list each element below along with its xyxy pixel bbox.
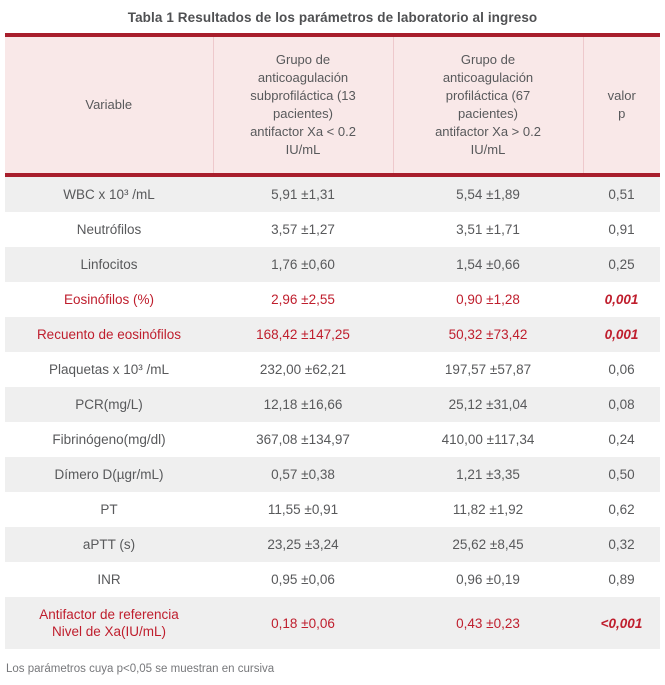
prophylactic-value-cell: 5,54 ±1,89 [456, 187, 520, 202]
variable-cell: Fibrinógeno(mg/dl) [52, 432, 166, 447]
prophylactic-value-cell: 11,82 ±1,92 [452, 502, 524, 517]
subprophylactic-value-cell: 367,08 ±134,97 [256, 432, 350, 447]
p-value-cell: 0,32 [608, 537, 635, 552]
p-value-cell: 0,91 [608, 222, 635, 237]
table-row: Eosinófilos (%) 2,96 ±2,55 0,90 ±1,28 0,… [5, 282, 660, 317]
subprophylactic-value-cell: 2,96 ±2,55 [271, 292, 335, 307]
prophylactic-value-cell: 0,43 ±0,23 [456, 615, 520, 631]
table-row: INR 0,95 ±0,06 0,96 ±0,19 0,89 [5, 562, 660, 597]
table-row: Fibrinógeno(mg/dl) 367,08 ±134,97 410,00… [5, 422, 660, 457]
table-row: aPTT (s) 23,25 ±3,24 25,62 ±8,45 0,32 [5, 527, 660, 562]
subprophylactic-value-cell: 23,25 ±3,24 [267, 537, 339, 552]
variable-cell: Antifactor de referencia Nivel de Xa(IU/… [39, 607, 179, 639]
table-footnote: Los parámetros cuya p<0,05 se muestran e… [6, 663, 275, 675]
table-row: Linfocitos 1,76 ±0,60 1,54 ±0,66 0,25 [5, 247, 660, 282]
table-header: Variable Grupo de anticoagulación subpro… [5, 35, 660, 175]
variable-cell: PCR(mg/L) [75, 397, 143, 412]
prophylactic-value-cell: 25,62 ±8,45 [452, 537, 524, 552]
variable-cell: Plaquetas x 10³ /mL [48, 362, 170, 377]
subprophylactic-value-cell: 11,55 ±0,91 [267, 502, 339, 517]
subprophylactic-value-cell: 0,95 ±0,06 [271, 572, 335, 587]
p-value-cell: 0,89 [608, 572, 635, 587]
prophylactic-value-cell: 3,51 ±1,71 [456, 222, 520, 237]
table-row: WBC x 10³ /mL 5,91 ±1,31 5,54 ±1,89 0,51 [5, 175, 660, 212]
table-row: Plaquetas x 10³ /mL 232,00 ±62,21 197,57… [5, 352, 660, 387]
prophylactic-value-cell: 0,90 ±1,28 [456, 292, 520, 307]
prophylactic-value-cell: 197,57 ±57,87 [444, 362, 532, 377]
header-prophylactic-group: Grupo de anticoagulación profiláctica (6… [392, 35, 583, 175]
table-row: Dímero D(µgr/mL) 0,57 ±0,38 1,21 ±3,35 0… [5, 457, 660, 492]
p-value-cell: <0,001 [600, 615, 643, 631]
prophylactic-value-cell: 1,21 ±3,35 [456, 467, 520, 482]
variable-cell: Eosinófilos (%) [63, 292, 155, 307]
p-value-cell: 0,62 [608, 502, 635, 517]
header-row: Variable Grupo de anticoagulación subpro… [5, 35, 660, 175]
table-row: Neutrófilos 3,57 ±1,27 3,51 ±1,71 0,91 [5, 212, 660, 247]
p-value-cell: 0,51 [608, 187, 635, 202]
header-p-value: valor p [582, 35, 660, 175]
p-value-cell: 0,08 [608, 397, 635, 412]
table-body: WBC x 10³ /mL 5,91 ±1,31 5,54 ±1,89 0,51… [5, 175, 660, 649]
p-value-cell: 0,06 [608, 362, 635, 377]
subprophylactic-value-cell: 5,91 ±1,31 [271, 187, 335, 202]
table-row: PT 11,55 ±0,91 11,82 ±1,92 0,62 [5, 492, 660, 527]
lab-results-table: Variable Grupo de anticoagulación subpro… [5, 33, 660, 649]
subprophylactic-value-cell: 232,00 ±62,21 [259, 362, 347, 377]
subprophylactic-value-cell: 1,76 ±0,60 [271, 257, 335, 272]
header-variable: Variable [85, 97, 133, 112]
table-row: Antifactor de referencia Nivel de Xa(IU/… [5, 597, 660, 649]
header-subprophylactic-group: Grupo de anticoagulación subprofiláctica… [212, 35, 393, 175]
subprophylactic-value-cell: 0,57 ±0,38 [271, 467, 335, 482]
variable-cell: PT [100, 502, 118, 517]
prophylactic-value-cell: 0,96 ±0,19 [456, 572, 520, 587]
p-value-cell: 0,001 [604, 327, 639, 342]
subprophylactic-value-cell: 0,18 ±0,06 [271, 615, 335, 631]
variable-cell: Dímero D(µgr/mL) [54, 467, 164, 482]
p-value-cell: 0,50 [608, 467, 635, 482]
prophylactic-value-cell: 50,32 ±73,42 [448, 327, 528, 342]
variable-cell: Recuento de eosinófilos [36, 327, 182, 342]
variable-cell: Linfocitos [80, 257, 138, 272]
prophylactic-value-cell: 1,54 ±0,66 [456, 257, 520, 272]
table-row: Recuento de eosinófilos 168,42 ±147,25 5… [5, 317, 660, 352]
variable-cell: INR [97, 572, 121, 587]
p-value-cell: 0,24 [608, 432, 635, 447]
variable-cell: Neutrófilos [76, 222, 142, 237]
prophylactic-value-cell: 410,00 ±117,34 [441, 432, 535, 447]
table-row: PCR(mg/L) 12,18 ±16,66 25,12 ±31,04 0,08 [5, 387, 660, 422]
table-title: Tabla 1 Resultados de los parámetros de … [127, 10, 538, 25]
variable-cell: WBC x 10³ /mL [63, 187, 155, 202]
prophylactic-value-cell: 25,12 ±31,04 [448, 397, 528, 412]
subprophylactic-value-cell: 12,18 ±16,66 [263, 397, 343, 412]
p-value-cell: 0,001 [604, 292, 639, 307]
variable-cell: aPTT (s) [82, 537, 136, 552]
subprophylactic-value-cell: 168,42 ±147,25 [256, 327, 350, 342]
subprophylactic-value-cell: 3,57 ±1,27 [271, 222, 335, 237]
p-value-cell: 0,25 [608, 257, 635, 272]
